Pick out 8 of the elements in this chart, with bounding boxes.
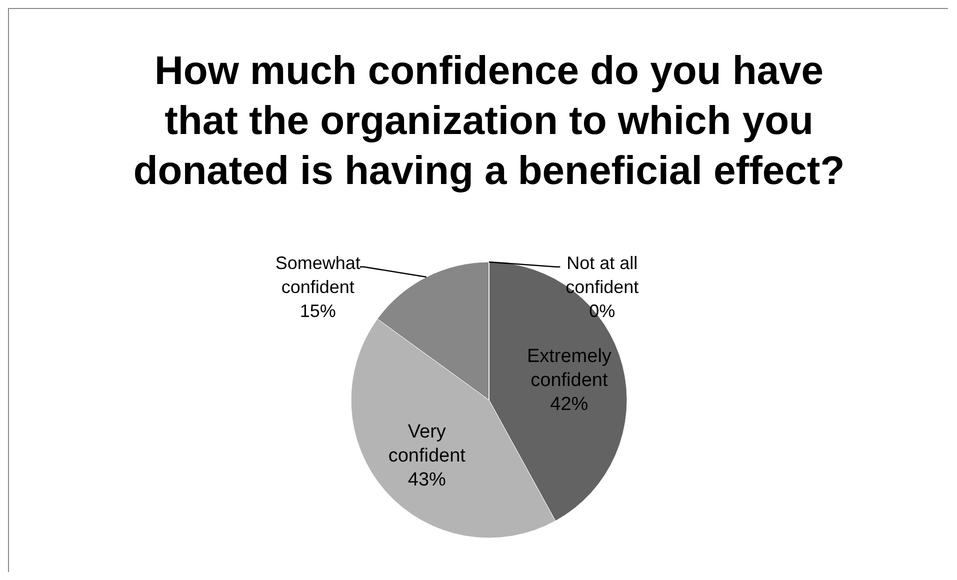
- data-label: 15%: [300, 301, 336, 322]
- legend-label: Not at all confident: [566, 253, 639, 298]
- slice-label: Extremely confident: [526, 346, 612, 392]
- slice-label: Very confident: [388, 421, 466, 466]
- slice-label: Somewhat confident: [275, 253, 360, 298]
- data-label: 43%: [408, 469, 446, 490]
- chart-title: How much confidence do you have that the organization to which you donated is having a beneficial effect?: [133, 49, 845, 193]
- data-label: 42%: [550, 394, 588, 416]
